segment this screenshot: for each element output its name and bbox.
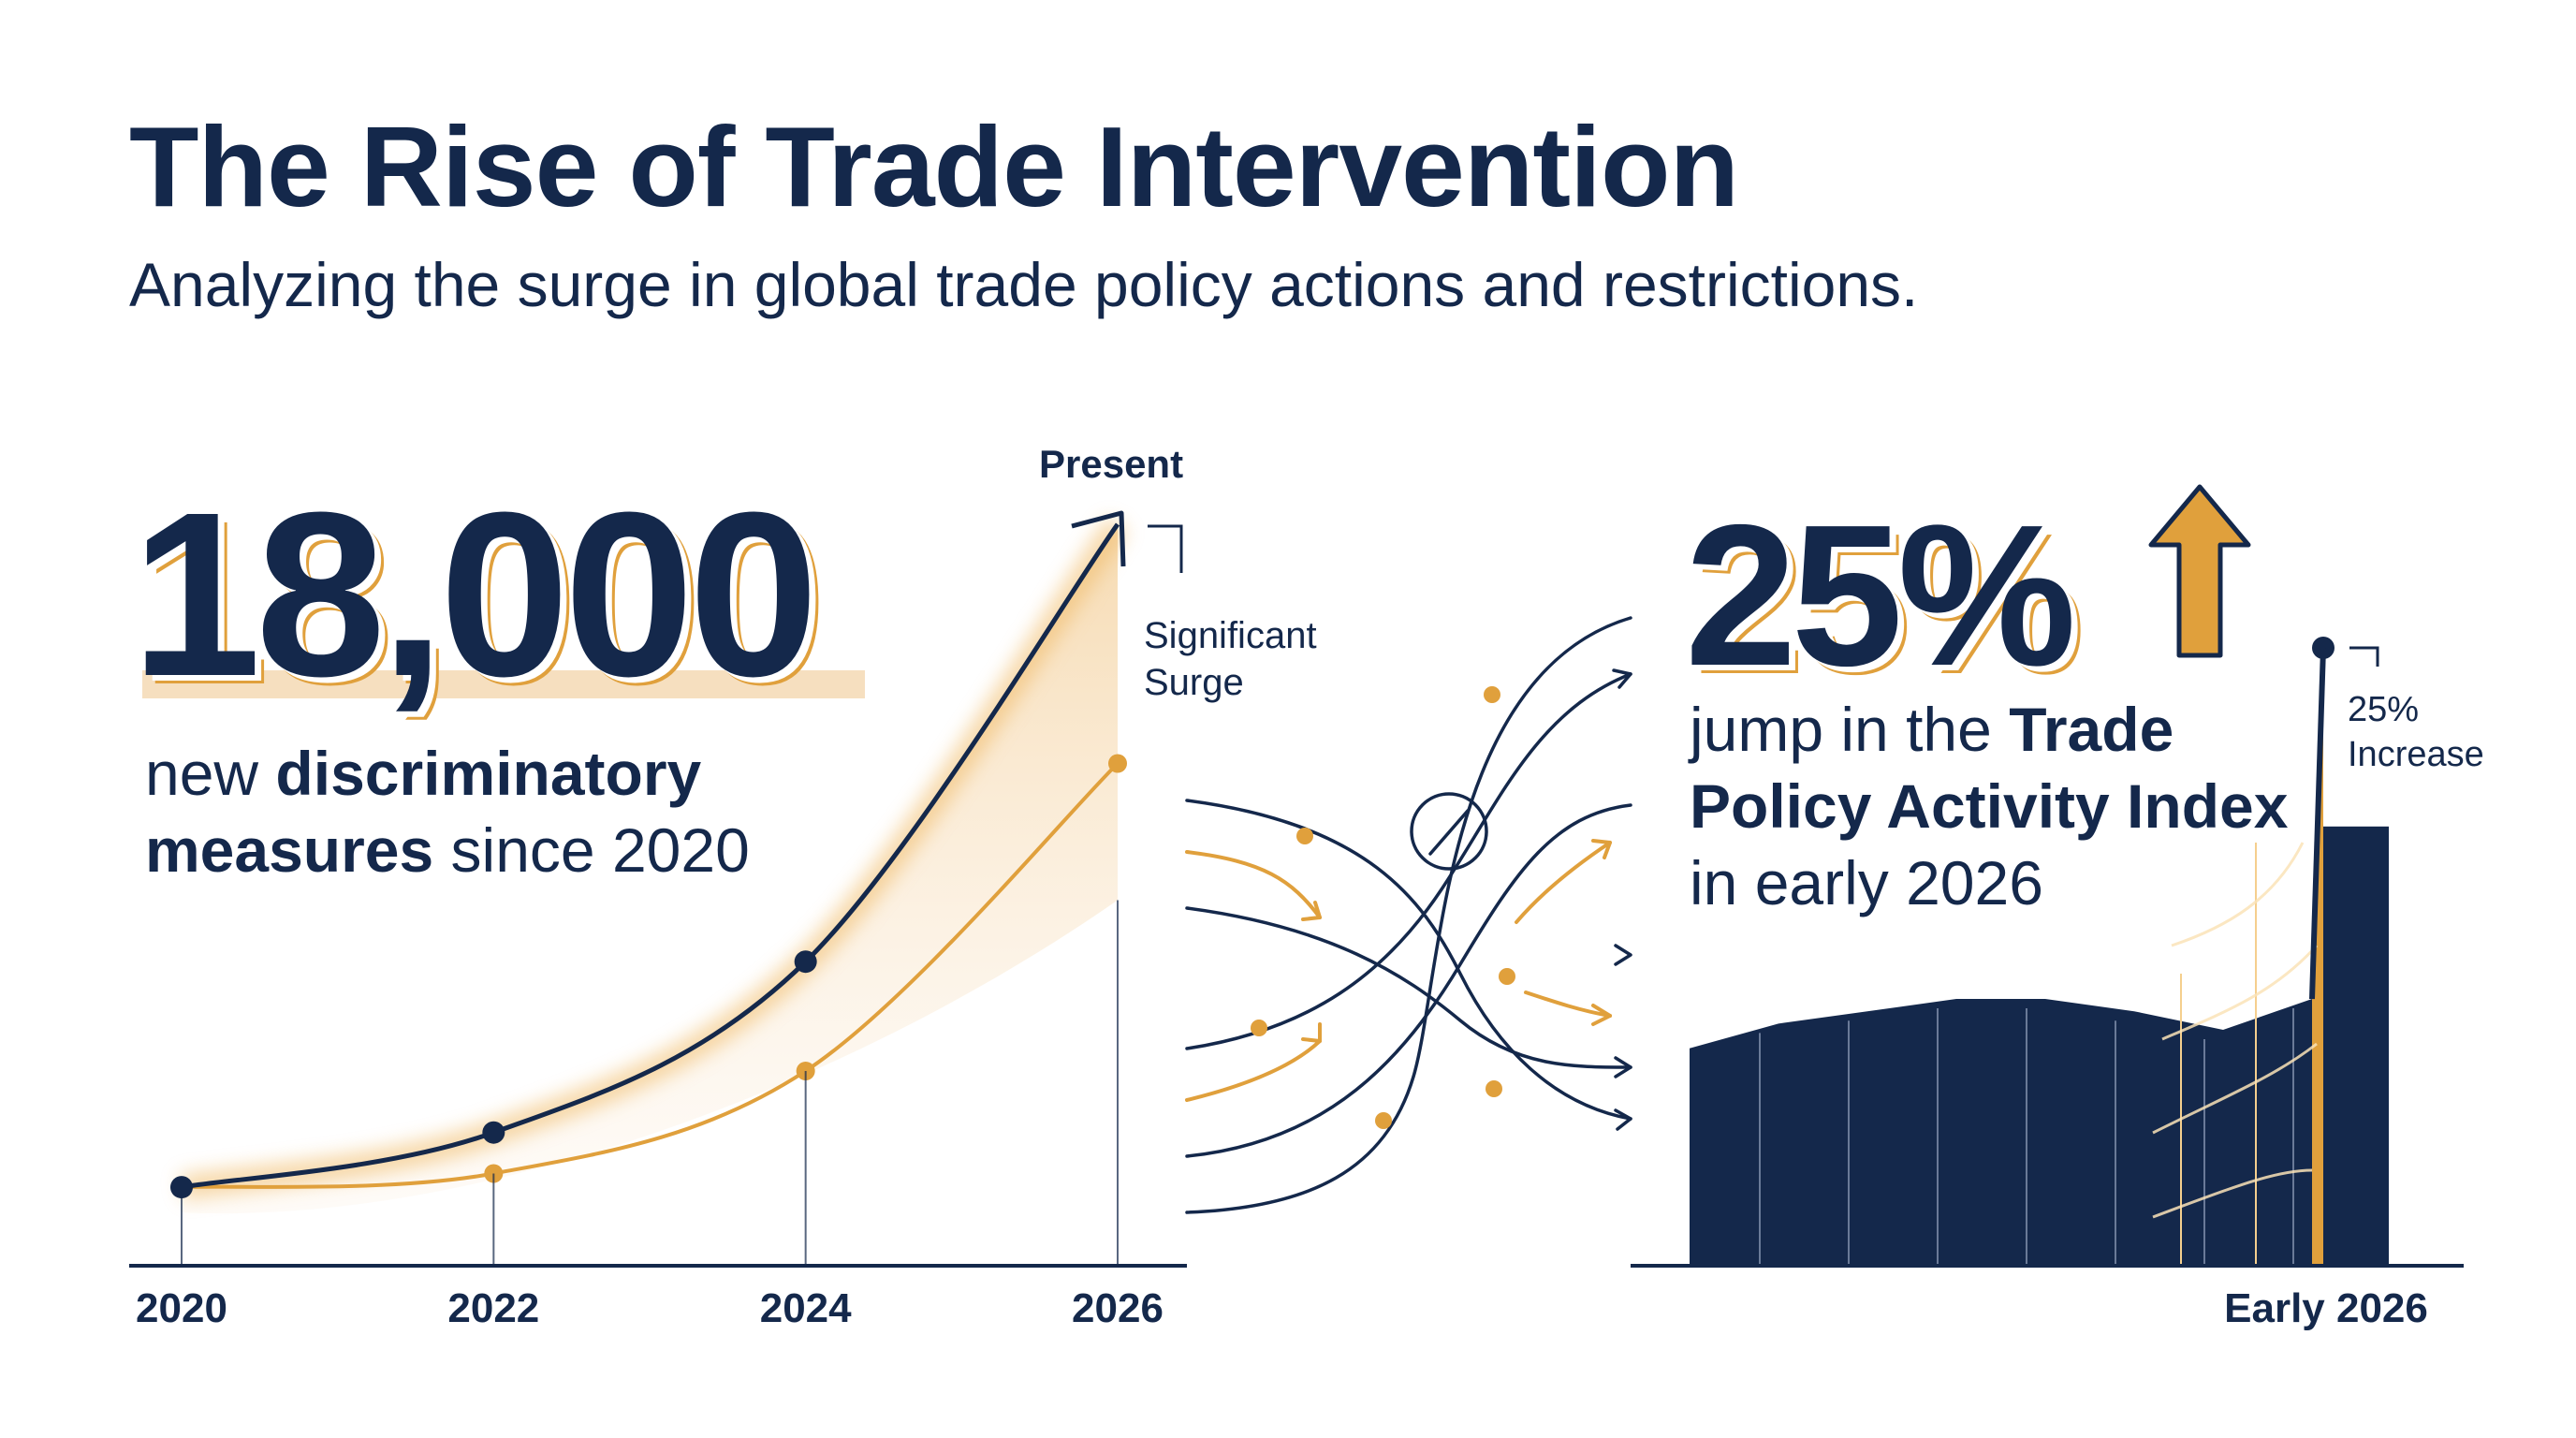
x-label-early-2026: Early 2026 (2224, 1285, 2428, 1331)
increase-label-line1: 25% (2348, 690, 2419, 729)
surge-label-line2: Surge (1144, 662, 1244, 703)
baseline-area (1690, 999, 2312, 1264)
primary-point-2022 (482, 1121, 505, 1144)
increase-callout-bracket (2349, 646, 2379, 667)
desc-bold-text: discriminatory measures (145, 739, 702, 885)
series-primary-line (181, 522, 1120, 1190)
surge-callout-bracket (1148, 524, 1183, 573)
trade-flow-diagram (1185, 616, 1632, 1214)
stat-description-measures: new discriminatory measures since 2020 (145, 735, 988, 888)
stat-value-index-jump: 25% (1685, 482, 2076, 708)
primary-point-2024 (794, 950, 817, 974)
x-tick-label-2022: 2022 (447, 1285, 539, 1331)
page-title: The Rise of Trade Intervention (129, 103, 1739, 230)
present-label: Present (1039, 442, 1183, 486)
desc-text: in early 2026 (1690, 848, 2043, 917)
desc-text: new (145, 739, 276, 808)
stat-value-measures: 18,000 (131, 463, 819, 725)
area-chart-activity-index: 25% Increase Early 2026 (1631, 637, 2484, 1331)
x-tick-label-2026: 2026 (1072, 1285, 1164, 1331)
rising-arrows-decor (2152, 842, 2319, 1219)
secondary-point-2026 (1108, 754, 1127, 773)
page-subtitle: Analyzing the surge in global trade poli… (129, 250, 1919, 319)
line-chart-measures: 2020 2022 2024 2026 Present Significant Sur… (129, 442, 1317, 1331)
stat-description-index: jump in the Trade Policy Activity Index … (1690, 691, 2289, 921)
x-tick-label-2024: 2024 (760, 1285, 852, 1331)
surge-label-line1: Significant (1144, 615, 1317, 656)
present-arrow-icon (1071, 510, 1126, 567)
desc-bold-text: Trade Policy Activity Index (1690, 695, 2289, 841)
desc-text: jump in the (1690, 695, 2010, 764)
highlight-band (142, 670, 865, 698)
latest-bar (2323, 826, 2389, 1264)
series-secondary-line (181, 762, 1120, 1190)
x-tick-label-2020: 2020 (136, 1285, 227, 1331)
up-arrow-icon (2148, 484, 2251, 658)
increase-label-line2: Increase (2348, 735, 2484, 774)
desc-text: since 2020 (433, 815, 750, 885)
surge-edge-line (2309, 647, 2326, 1000)
